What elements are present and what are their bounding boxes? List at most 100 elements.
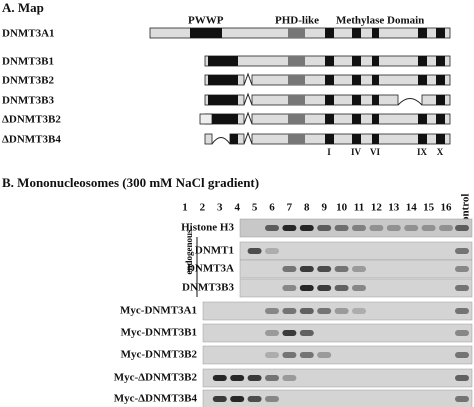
row-label: Myc-DNMT3A1 (120, 305, 197, 317)
splice-line (397, 98, 423, 106)
band (317, 225, 332, 231)
pwwp-domain (208, 75, 238, 85)
band (317, 266, 332, 272)
motif (372, 75, 379, 85)
phd-domain (288, 28, 305, 38)
band (455, 375, 469, 381)
protein-bar (199, 113, 213, 125)
band (299, 285, 314, 291)
motif (372, 28, 379, 38)
motif-label: X (437, 147, 444, 157)
lane-label: 8 (304, 202, 310, 214)
motif (352, 56, 361, 66)
splice-line (243, 92, 253, 106)
blot-strip (239, 278, 473, 298)
phd-domain (288, 134, 305, 144)
band (317, 308, 332, 314)
phd-domain (288, 95, 305, 105)
band (455, 285, 469, 291)
lane-label: 6 (269, 202, 275, 214)
band (265, 248, 279, 254)
motif (436, 114, 445, 124)
protein-bar (251, 133, 451, 145)
band (299, 308, 314, 314)
row-label: Myc-ΔDNMT3B2 (114, 372, 198, 384)
band (455, 352, 469, 358)
motif (436, 95, 445, 105)
blot-strip (202, 368, 473, 388)
band (265, 396, 279, 402)
band (282, 225, 297, 231)
motif (352, 28, 361, 38)
pwwp-domain (190, 28, 222, 38)
band (352, 266, 366, 272)
band (455, 330, 469, 336)
blot-strip (202, 301, 473, 321)
lane-label: 10 (336, 202, 348, 214)
blot-strip (239, 218, 473, 238)
band (421, 225, 436, 231)
motif (436, 75, 445, 85)
motif (325, 75, 334, 85)
band (352, 308, 366, 314)
band (247, 375, 262, 381)
band (317, 352, 332, 358)
band (212, 375, 227, 381)
protein-label: DNMT3B2 (2, 75, 54, 87)
band (265, 308, 279, 314)
band (282, 266, 297, 272)
band (334, 285, 349, 291)
motif-label: I (327, 147, 331, 157)
motif (325, 114, 334, 124)
motif (352, 114, 361, 124)
motif (418, 75, 427, 85)
panel-title: B. Mononucleosomes (300 mM NaCl gradient… (2, 175, 259, 190)
lane-label: 4 (234, 202, 240, 214)
phd-domain (288, 114, 305, 124)
protein-label: DNMT3A1 (2, 28, 55, 40)
panel-title: A. Map (2, 0, 44, 15)
band (230, 375, 245, 381)
band (455, 266, 469, 272)
row-label: DNMT1 (195, 245, 234, 257)
motif (325, 95, 334, 105)
motif-label: IV (351, 147, 362, 157)
motif (325, 56, 334, 66)
band (282, 330, 297, 336)
band (212, 396, 227, 402)
row-label: DNMT3B3 (182, 282, 234, 294)
protein-label: DNMT3B3 (2, 95, 54, 107)
motif (352, 134, 361, 144)
band (282, 375, 297, 381)
lane-label: 16 (441, 202, 453, 214)
band (265, 375, 279, 381)
pwwp-domain (212, 114, 238, 124)
band (299, 266, 314, 272)
band (299, 352, 314, 358)
band (455, 225, 469, 231)
lane-label: 14 (406, 202, 418, 214)
band (404, 225, 419, 231)
domain-label: PHD-like (275, 15, 319, 27)
pwwp-domain (208, 56, 238, 66)
motif (436, 56, 445, 66)
band (265, 352, 279, 358)
motif (372, 134, 379, 144)
protein-bar (204, 133, 213, 145)
motif (352, 95, 361, 105)
band (299, 225, 314, 231)
lane-label: 7 (287, 202, 293, 214)
band (334, 225, 349, 231)
motif (418, 134, 427, 144)
lane-label: 9 (321, 202, 327, 214)
splice-line (243, 131, 253, 145)
lane-label: 1 (182, 202, 188, 214)
lane-label: 2 (200, 202, 206, 214)
motif (436, 28, 445, 38)
band (439, 225, 453, 231)
group-label: endogenous (184, 229, 194, 275)
row-label: DNMT3A (187, 263, 234, 275)
pwwp-domain (230, 134, 238, 144)
motif (352, 75, 361, 85)
band (317, 285, 332, 291)
